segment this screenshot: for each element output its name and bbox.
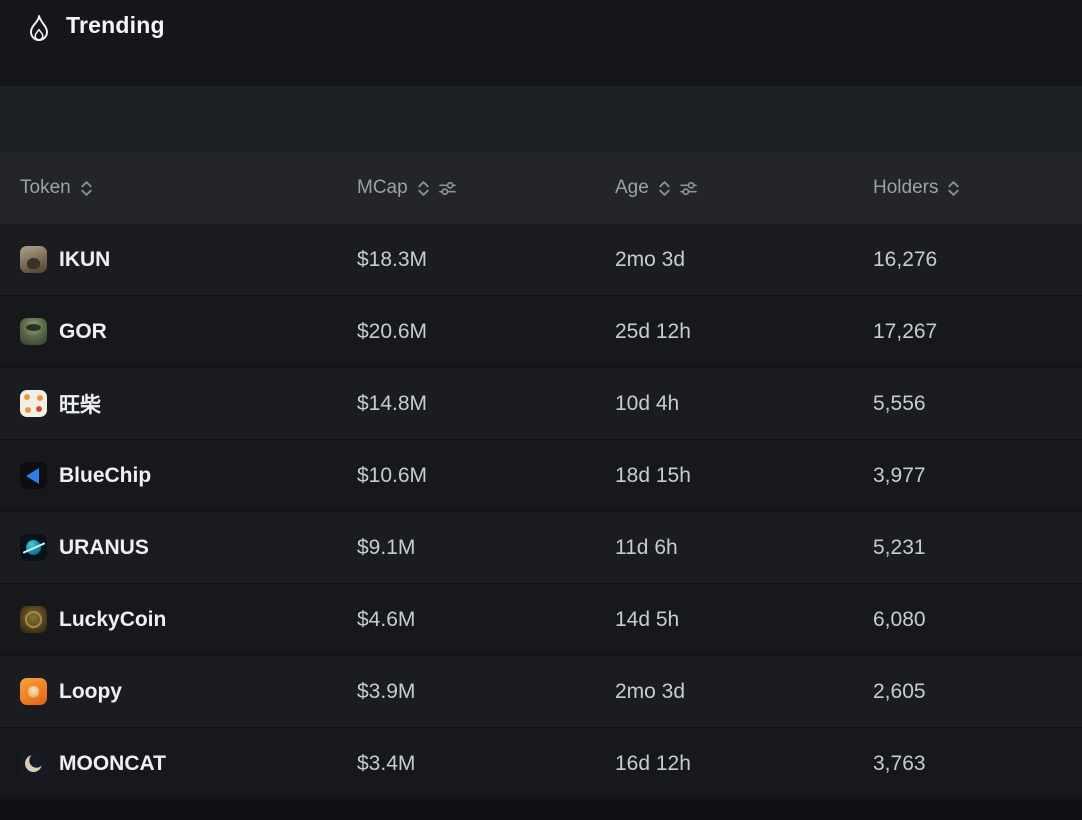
- token-icon: [20, 390, 47, 417]
- age-value: 14d 5h: [615, 607, 680, 631]
- column-label-mcap: MCap: [357, 177, 408, 198]
- holders-value: 3,763: [873, 751, 926, 775]
- mcap-value: $9.1M: [357, 535, 416, 559]
- holders-value: 6,080: [873, 607, 926, 631]
- toolbar-spacer: [0, 86, 1082, 152]
- mcap-value: $18.3M: [357, 247, 428, 271]
- token-name: BlueChip: [59, 463, 152, 487]
- token-cell: MOONCAT: [0, 750, 357, 777]
- token-name: 旺柴: [59, 393, 101, 417]
- mcap-value: $3.9M: [357, 679, 416, 703]
- token-cell: URANUS: [0, 534, 357, 561]
- holders-value: 16,276: [873, 247, 938, 271]
- token-row[interactable]: IKUN $18.3M 2mo 3d 16,276: [0, 224, 1082, 296]
- column-header-token: Token: [0, 177, 357, 199]
- token-icon: [20, 606, 47, 633]
- filter-icon-mcap[interactable]: [438, 181, 456, 196]
- sort-button-age[interactable]: [658, 180, 671, 197]
- token-name: GOR: [59, 319, 107, 343]
- filter-icon-age[interactable]: [680, 181, 697, 196]
- holders-value: 5,231: [873, 535, 926, 559]
- token-row[interactable]: 旺柴 $14.8M 10d 4h 5,556: [0, 368, 1082, 440]
- age-value: 11d 6h: [615, 535, 678, 559]
- column-header-age: Age: [615, 177, 873, 199]
- table-header: Token MCap Age Holders: [0, 152, 1082, 224]
- footer-strip: [0, 800, 1082, 820]
- token-icon: [20, 534, 47, 561]
- holders-value: 2,605: [873, 679, 926, 703]
- token-cell: 旺柴: [0, 389, 357, 419]
- holders-value: 5,556: [873, 391, 926, 415]
- age-value: 10d 4h: [615, 391, 680, 415]
- token-row[interactable]: MOONCAT $3.4M 16d 12h 3,763: [0, 728, 1082, 800]
- age-value: 2mo 3d: [615, 247, 686, 271]
- mcap-value: $3.4M: [357, 751, 416, 775]
- token-name: MOONCAT: [59, 751, 166, 775]
- token-row[interactable]: LuckyCoin $4.6M 14d 5h 6,080: [0, 584, 1082, 656]
- holders-value: 3,977: [873, 463, 926, 487]
- mcap-value: $4.6M: [357, 607, 416, 631]
- column-header-holders: Holders: [873, 177, 1082, 199]
- mcap-value: $20.6M: [357, 319, 428, 343]
- holders-value: 17,267: [873, 319, 938, 343]
- page-title: Trending: [66, 12, 165, 38]
- token-cell: GOR: [0, 318, 357, 345]
- age-value: 16d 12h: [615, 751, 691, 775]
- token-row[interactable]: Loopy $3.9M 2mo 3d 2,605: [0, 656, 1082, 728]
- token-name: LuckyCoin: [59, 607, 167, 631]
- token-row[interactable]: GOR $20.6M 25d 12h 17,267: [0, 296, 1082, 368]
- mcap-value: $14.8M: [357, 391, 428, 415]
- token-icon: [20, 678, 47, 705]
- token-table-body: IKUN $18.3M 2mo 3d 16,276 GOR $20.6M 25d 12h 17…: [0, 224, 1082, 800]
- age-value: 25d 12h: [615, 319, 691, 343]
- token-row[interactable]: URANUS $9.1M 11d 6h 5,231: [0, 512, 1082, 584]
- token-icon: [20, 750, 47, 777]
- column-label-age: Age: [615, 177, 649, 198]
- token-cell: BlueChip: [0, 462, 357, 489]
- token-name: IKUN: [59, 247, 111, 271]
- token-name: URANUS: [59, 535, 149, 559]
- column-label-token: Token: [20, 177, 71, 198]
- flame-icon: [26, 13, 52, 43]
- mcap-value: $10.6M: [357, 463, 428, 487]
- column-label-holders: Holders: [873, 177, 939, 198]
- token-cell: IKUN: [0, 246, 357, 273]
- sort-button-mcap[interactable]: [417, 180, 430, 197]
- sort-button-token[interactable]: [80, 180, 93, 197]
- token-icon: [20, 246, 47, 273]
- sort-button-holders[interactable]: [947, 180, 960, 197]
- token-cell: LuckyCoin: [0, 606, 357, 633]
- age-value: 2mo 3d: [615, 679, 686, 703]
- age-value: 18d 15h: [615, 463, 691, 487]
- token-icon: [20, 318, 47, 345]
- token-cell: Loopy: [0, 678, 357, 705]
- token-icon: [20, 462, 47, 489]
- top-bar: Trending: [0, 0, 1082, 86]
- column-header-mcap: MCap: [357, 177, 615, 199]
- token-name: Loopy: [59, 679, 122, 703]
- token-row[interactable]: BlueChip $10.6M 18d 15h 3,977: [0, 440, 1082, 512]
